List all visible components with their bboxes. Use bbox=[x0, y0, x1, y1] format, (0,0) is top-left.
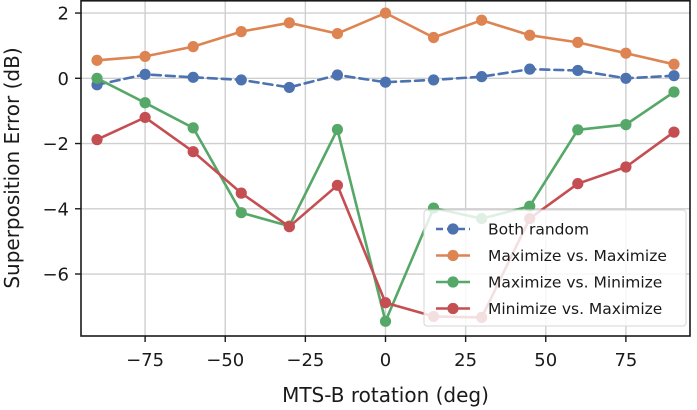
data-point-both-random bbox=[428, 74, 439, 85]
data-point-maximize-vs-maximize bbox=[572, 37, 583, 48]
x-axis-label: MTS-B rotation (deg) bbox=[282, 383, 489, 407]
y-tick-label: −4 bbox=[42, 199, 69, 220]
data-point-both-random bbox=[332, 69, 343, 80]
line-chart: −75 −50 −25 0 25 50 75 2 0 −2 −4 −6 MTS-B rotation … bbox=[0, 0, 697, 410]
data-point-maximize-vs-maximize bbox=[668, 59, 679, 70]
data-point-both-random bbox=[284, 82, 295, 93]
x-tick-label: 0 bbox=[380, 350, 391, 371]
data-point-maximize-vs-minimize bbox=[620, 119, 631, 130]
data-point-minimize-vs-maximize bbox=[332, 180, 343, 191]
data-point-maximize-vs-maximize bbox=[476, 15, 487, 26]
data-point-maximize-vs-maximize bbox=[332, 28, 343, 39]
data-point-minimize-vs-maximize bbox=[91, 134, 102, 145]
data-point-minimize-vs-maximize bbox=[140, 112, 151, 123]
data-point-minimize-vs-maximize bbox=[284, 221, 295, 232]
data-point-minimize-vs-maximize bbox=[236, 188, 247, 199]
data-point-maximize-vs-minimize bbox=[91, 73, 102, 84]
legend: Both random Maximize vs. Maximize Maximize… bbox=[424, 210, 686, 326]
y-tick-label: 2 bbox=[58, 4, 69, 25]
data-point-both-random bbox=[668, 70, 679, 81]
data-point-both-random bbox=[524, 64, 535, 75]
x-tick-label: 50 bbox=[534, 350, 557, 371]
legend-label: Maximize vs. Maximize bbox=[488, 247, 667, 265]
data-point-maximize-vs-minimize bbox=[380, 316, 391, 327]
legend-label: Maximize vs. Minimize bbox=[488, 274, 662, 292]
data-point-minimize-vs-maximize bbox=[380, 297, 391, 308]
data-point-maximize-vs-maximize bbox=[524, 30, 535, 41]
data-point-maximize-vs-maximize bbox=[236, 26, 247, 37]
legend-swatch-marker bbox=[447, 223, 458, 234]
data-point-maximize-vs-maximize bbox=[380, 7, 391, 18]
data-point-minimize-vs-maximize bbox=[620, 161, 631, 172]
data-point-maximize-vs-maximize bbox=[284, 17, 295, 28]
y-axis-label: Superposition Error (dB) bbox=[0, 47, 24, 288]
data-point-maximize-vs-minimize bbox=[332, 124, 343, 135]
x-tick-label: −25 bbox=[286, 350, 324, 371]
legend-swatch-marker bbox=[447, 303, 458, 314]
data-point-maximize-vs-minimize bbox=[572, 124, 583, 135]
x-tick-label: −75 bbox=[126, 350, 164, 371]
data-point-maximize-vs-maximize bbox=[620, 48, 631, 59]
data-point-maximize-vs-minimize bbox=[668, 86, 679, 97]
legend-label: Minimize vs. Maximize bbox=[488, 300, 662, 318]
data-point-maximize-vs-maximize bbox=[428, 32, 439, 43]
legend-label: Both random bbox=[488, 221, 589, 239]
x-tick-label: 25 bbox=[454, 350, 477, 371]
data-point-both-random bbox=[476, 71, 487, 82]
data-point-both-random bbox=[140, 69, 151, 80]
x-tick-label: 75 bbox=[614, 350, 637, 371]
data-point-minimize-vs-maximize bbox=[668, 127, 679, 138]
data-point-minimize-vs-maximize bbox=[572, 178, 583, 189]
data-point-minimize-vs-maximize bbox=[188, 146, 199, 157]
data-point-maximize-vs-minimize bbox=[140, 97, 151, 108]
data-point-maximize-vs-minimize bbox=[188, 122, 199, 133]
data-point-both-random bbox=[236, 74, 247, 85]
data-point-maximize-vs-maximize bbox=[140, 51, 151, 62]
data-point-both-random bbox=[620, 73, 631, 84]
y-tick-label: 0 bbox=[58, 69, 69, 90]
y-tick-label: −2 bbox=[42, 134, 69, 155]
data-point-maximize-vs-minimize bbox=[236, 207, 247, 218]
legend-swatch-marker bbox=[447, 250, 458, 261]
data-point-maximize-vs-maximize bbox=[91, 55, 102, 66]
legend-swatch-marker bbox=[447, 276, 458, 287]
x-tick-label: −50 bbox=[206, 350, 244, 371]
data-point-maximize-vs-maximize bbox=[188, 41, 199, 52]
data-point-both-random bbox=[380, 77, 391, 88]
y-tick-label: −6 bbox=[42, 265, 69, 286]
data-point-both-random bbox=[188, 72, 199, 83]
data-point-both-random bbox=[572, 65, 583, 76]
